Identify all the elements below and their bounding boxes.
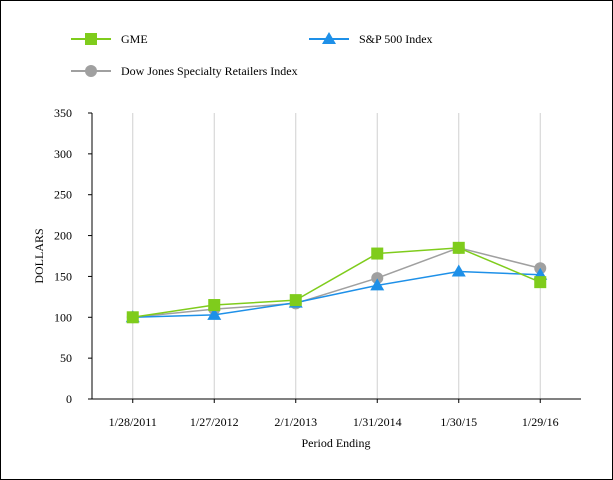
series-triangle xyxy=(125,264,548,323)
y-tick-label: 0 xyxy=(66,392,72,406)
data-point xyxy=(451,264,466,277)
y-tick-label: 200 xyxy=(54,229,72,243)
x-tick-label: 2/1/2013 xyxy=(274,415,317,429)
axes xyxy=(91,113,581,400)
y-tick-label: 350 xyxy=(54,106,72,120)
data-point xyxy=(534,276,547,289)
legend: GME S&P 500 Index Dow Jones Specialty Reta… xyxy=(71,32,433,78)
y-tick-label: 150 xyxy=(54,269,72,283)
x-tick-labels: 1/28/2011 1/27/2012 2/1/2013 1/31/2014 1/30/… xyxy=(109,399,559,429)
data-point xyxy=(208,299,221,312)
y-axis-label: DOLLARS xyxy=(32,228,46,283)
y-tick-label: 300 xyxy=(54,147,72,161)
legend-marker xyxy=(85,65,97,77)
legend-marker xyxy=(322,32,336,44)
series-line xyxy=(132,270,541,319)
data-point xyxy=(452,241,465,254)
legend-label: GME xyxy=(121,32,148,46)
legend-item: GME xyxy=(71,32,148,46)
legend-label: Dow Jones Specialty Retailers Index xyxy=(121,64,298,78)
legend-label: S&P 500 Index xyxy=(359,32,433,46)
data-point xyxy=(370,278,385,291)
series-line xyxy=(132,247,541,319)
y-tick-label: 50 xyxy=(60,351,72,365)
x-tick-label: 1/28/2011 xyxy=(109,415,157,429)
data-point xyxy=(371,247,384,260)
legend-marker xyxy=(85,33,97,45)
series-line xyxy=(132,247,541,319)
data-point xyxy=(371,272,384,285)
y-tick-labels: 0 50 100 150 200 250 300 350 xyxy=(54,106,92,406)
x-tick-label: 1/29/16 xyxy=(522,415,559,429)
series-layer xyxy=(125,241,548,324)
x-tick-label: 1/27/2012 xyxy=(190,415,239,429)
data-point xyxy=(289,294,302,307)
data-point xyxy=(207,307,222,320)
x-tick-label: 1/30/15 xyxy=(440,415,477,429)
x-axis-label: Period Ending xyxy=(302,436,371,450)
legend-item: S&P 500 Index xyxy=(309,32,433,46)
series-square xyxy=(126,241,547,324)
y-tick-label: 250 xyxy=(54,188,72,202)
y-tick-label: 100 xyxy=(54,310,72,324)
series-circle xyxy=(126,241,547,324)
vertical-gridlines xyxy=(132,113,541,399)
x-tick-label: 1/31/2014 xyxy=(353,415,402,429)
legend-item: Dow Jones Specialty Retailers Index xyxy=(71,64,298,78)
data-point xyxy=(126,311,139,324)
